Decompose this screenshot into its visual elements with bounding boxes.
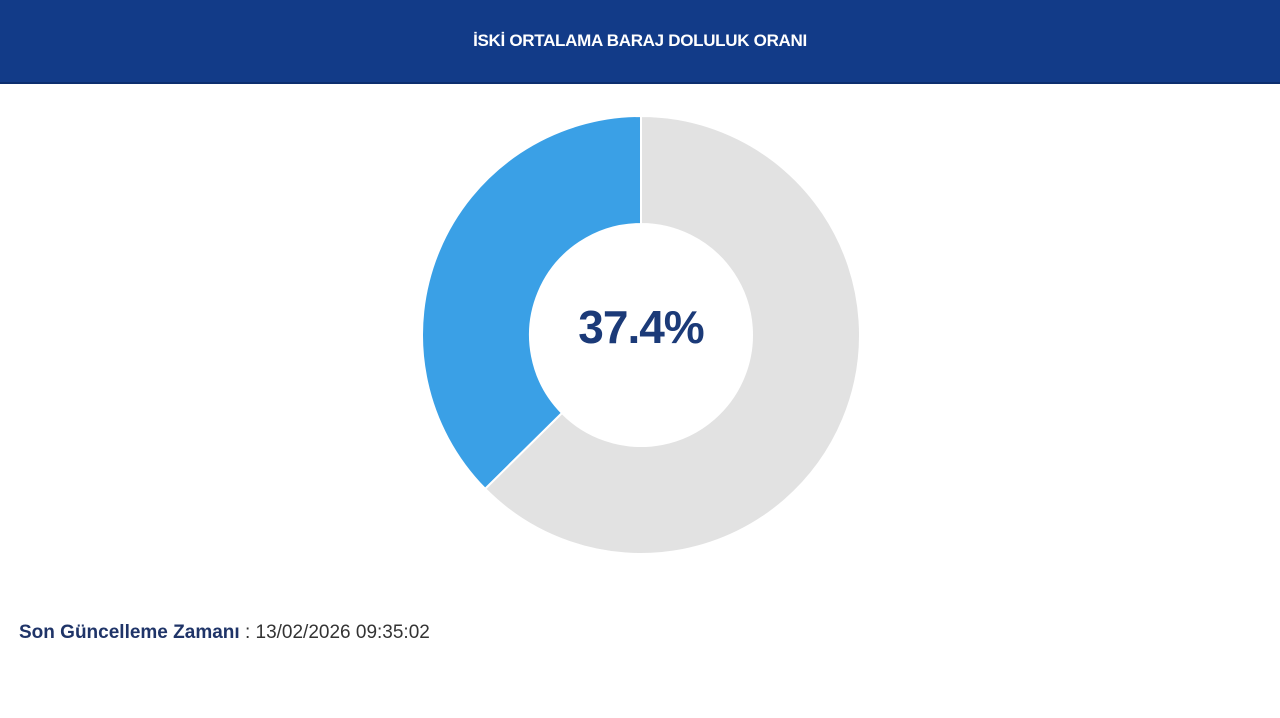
page-title: İSKİ ORTALAMA BARAJ DOLULUK ORANI	[473, 31, 807, 50]
donut-slice-filled	[421, 114, 642, 491]
last-update-label: Son Güncelleme Zamanı	[19, 622, 240, 643]
center-percentage: 37.4%	[578, 301, 704, 353]
last-update-separator: :	[244, 622, 251, 643]
donut-slice-empty	[483, 114, 861, 555]
last-update: Son Güncelleme Zamanı : 13/02/2026 09:35…	[19, 622, 430, 644]
page-header: İSKİ ORTALAMA BARAJ DOLULUK ORANI	[0, 0, 1280, 84]
last-update-timestamp: 13/02/2026 09:35:02	[255, 622, 430, 643]
